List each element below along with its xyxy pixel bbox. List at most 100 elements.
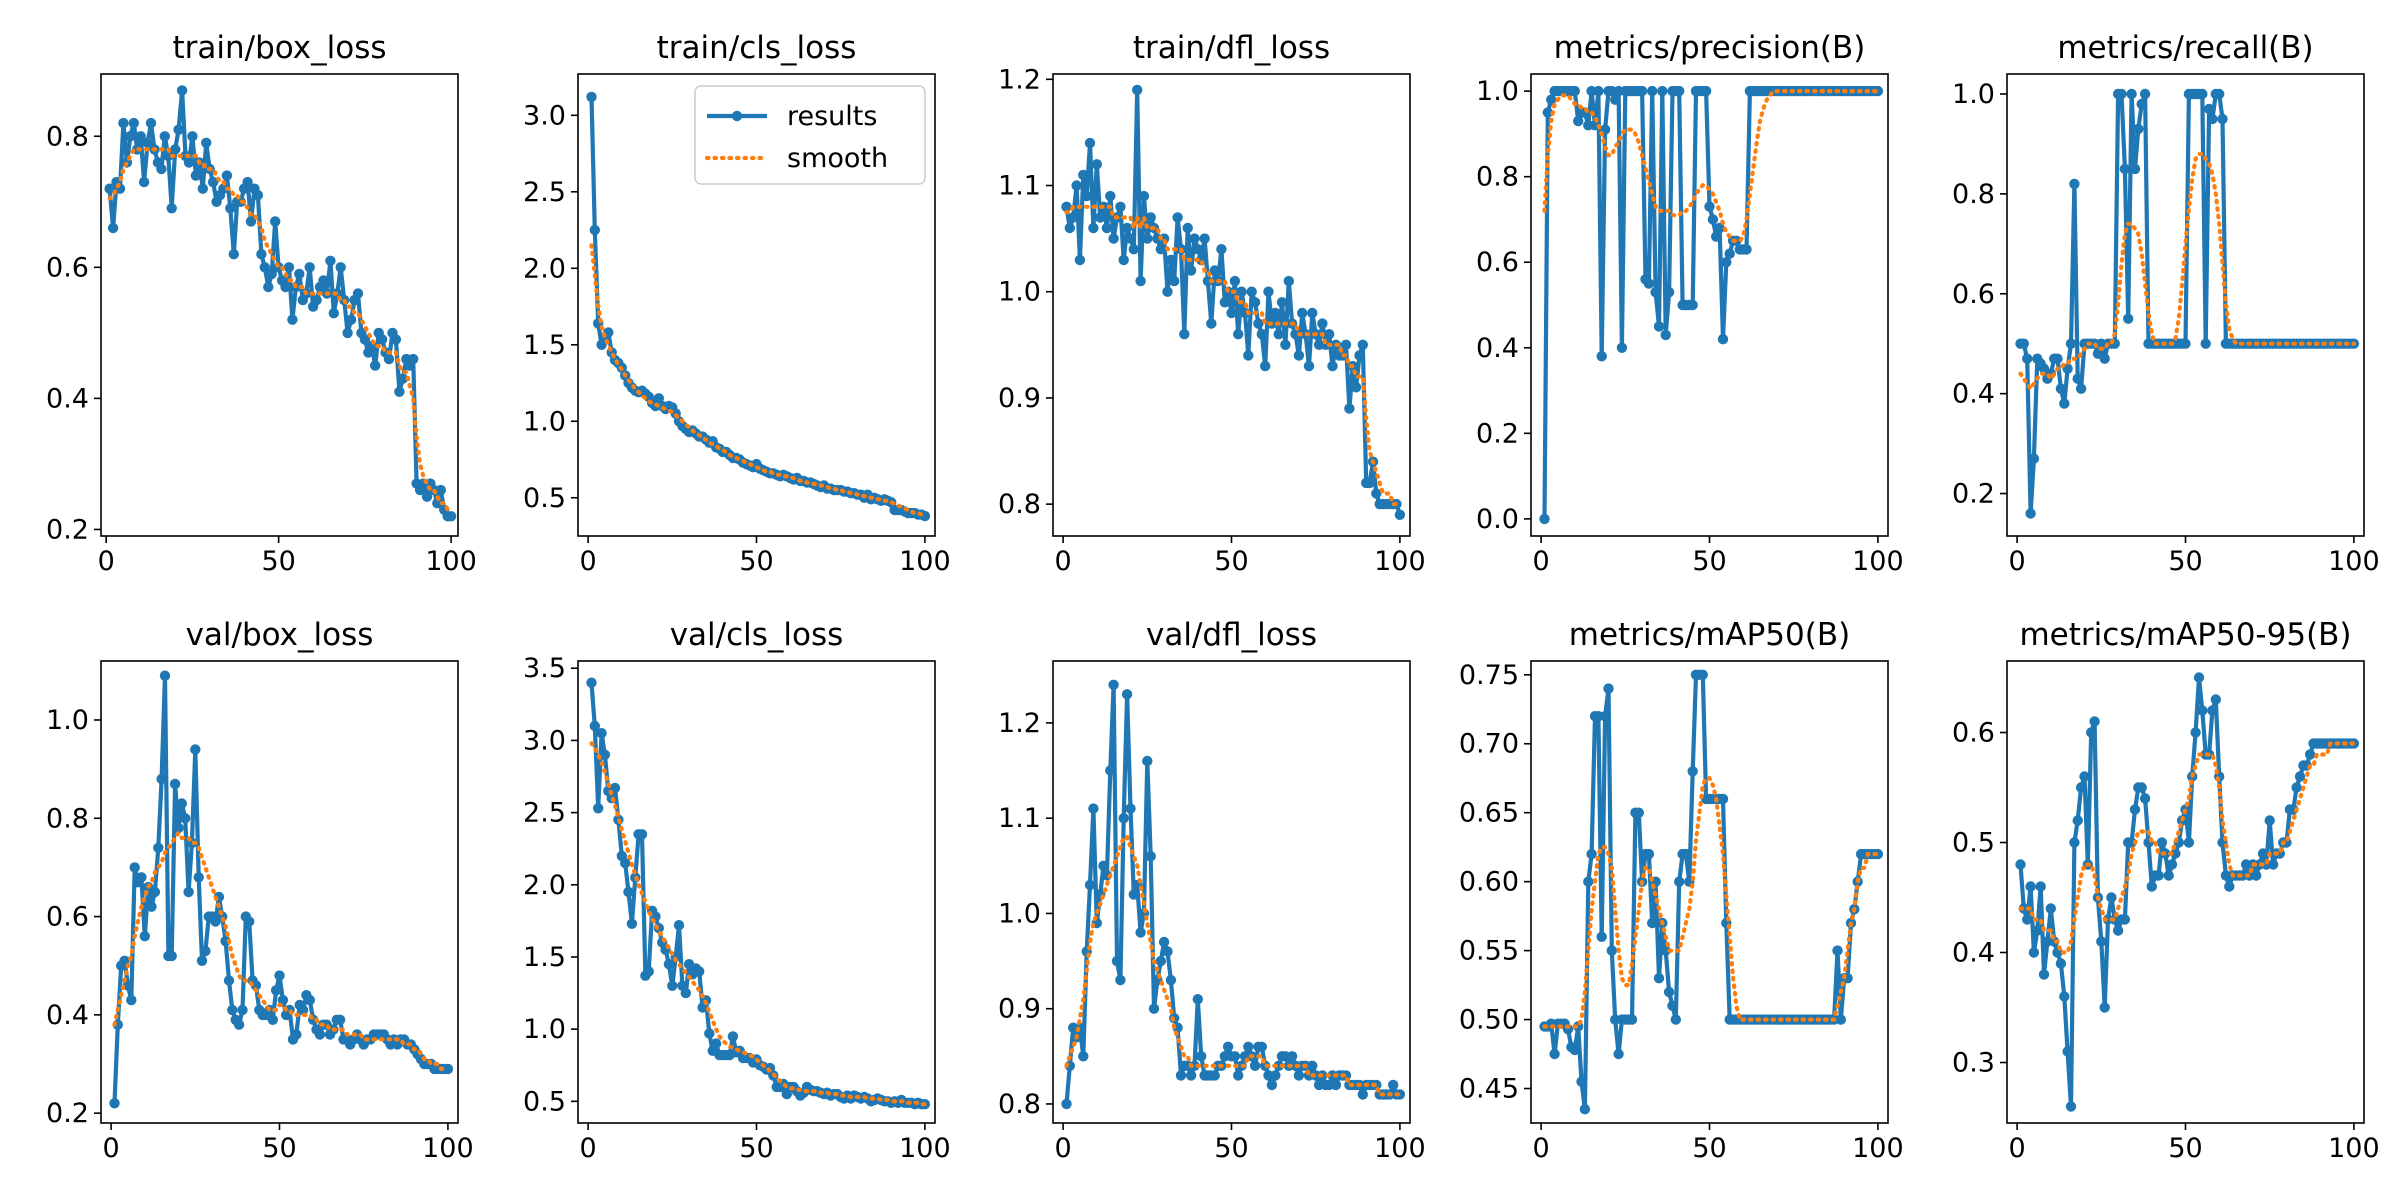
subplot-9: metrics/mAP50(B) 0 50 100 0.45 0.50 0.55 0.60 0.… (1459, 617, 1904, 1164)
results-point (620, 857, 631, 869)
results-point (2025, 508, 2036, 519)
results-point (359, 334, 371, 345)
results-point (1616, 342, 1628, 353)
results-point (2022, 914, 2033, 925)
y-tick-label: 0.60 (1459, 867, 1519, 898)
results-point (1145, 212, 1156, 223)
results-point (1233, 329, 1244, 340)
x-tick-label: 100 (2328, 546, 2380, 577)
results-point (1647, 85, 1658, 97)
results-point (673, 920, 685, 931)
results-point (270, 216, 281, 227)
results-point (163, 150, 174, 162)
results-point (2224, 881, 2235, 892)
legend-smooth-label: smooth (787, 143, 888, 174)
results-point (2126, 88, 2137, 100)
results-point (643, 966, 654, 977)
plot-area (1539, 85, 1884, 525)
results-point (1835, 1014, 1847, 1025)
results-point (1128, 244, 1140, 255)
y-tick-label: 1.0 (1952, 79, 1995, 110)
results-point (2136, 98, 2147, 110)
results-point (1872, 85, 1884, 97)
results-point (1155, 955, 1167, 967)
results-point (170, 144, 181, 155)
results-point (1118, 254, 1129, 266)
results-point (1721, 257, 1732, 268)
x-tick-label: 100 (422, 1133, 474, 1164)
results-point (1260, 360, 1271, 372)
results-point (1546, 94, 1557, 105)
results-point (1371, 488, 1382, 499)
y-tick-label: 1.0 (523, 406, 566, 437)
results-point (136, 872, 147, 883)
x-tick-label: 100 (899, 546, 951, 577)
results-point (1626, 1014, 1638, 1025)
x-tick-label: 100 (899, 1133, 951, 1164)
results-point (1142, 755, 1153, 767)
results-point (1243, 1041, 1254, 1053)
results-point (1165, 974, 1177, 986)
axes-frame (1052, 660, 1411, 1124)
results-point (1280, 339, 1291, 350)
results-point (173, 822, 184, 834)
results-point (2139, 793, 2151, 804)
results-point (118, 117, 129, 129)
results-point (445, 511, 457, 522)
results-point (1573, 115, 1584, 127)
results-point (1542, 107, 1554, 118)
results-point (2163, 870, 2174, 881)
results-point (2170, 848, 2181, 859)
results-point (1132, 84, 1143, 96)
results-point (1074, 254, 1086, 266)
results-point (2207, 705, 2218, 716)
results-point (1115, 201, 1126, 212)
results-point (1307, 1060, 1318, 1072)
results-point (1091, 159, 1103, 170)
results-point (1253, 318, 1264, 329)
results-point (2133, 123, 2144, 135)
results-point (1674, 876, 1685, 887)
y-tick-label: 0.4 (1952, 938, 1995, 969)
results-point (200, 945, 211, 957)
results-point (242, 176, 253, 188)
results-point (225, 203, 236, 214)
results-point (2112, 925, 2124, 936)
plot-area (109, 670, 454, 1109)
results-point (109, 1098, 120, 1109)
results-point (104, 183, 115, 194)
smooth-line (2018, 741, 2356, 955)
plot-area (1539, 669, 1884, 1115)
results-point (125, 131, 136, 142)
results-point (1158, 936, 1170, 948)
results-point (304, 994, 315, 1006)
results-point (1324, 329, 1335, 340)
results-point (2075, 383, 2087, 394)
results-point (1357, 339, 1369, 350)
y-tick-label: 1.1 (998, 171, 1041, 202)
results-point (589, 224, 600, 236)
y-tick-label: 1.0 (46, 705, 89, 736)
results-point (2025, 881, 2036, 892)
results-point (190, 744, 201, 755)
results-point (1118, 813, 1129, 824)
plot-area (1061, 679, 1406, 1110)
results-point (1293, 350, 1305, 361)
y-tick-label: 0.70 (1459, 729, 1519, 760)
y-tick-label: 0.45 (1459, 1074, 1519, 1105)
axes-frame (2006, 660, 2365, 1124)
results-point (1175, 1070, 1187, 1081)
results-point (421, 491, 433, 502)
results-point (227, 1004, 238, 1016)
y-tick-label: 0.4 (46, 383, 89, 414)
results-point (1108, 233, 1119, 244)
results-point (1084, 137, 1096, 149)
subplot-10: metrics/mAP50-95(B) 0 50 100 0.3 0.4 0.5 0.6 (1952, 617, 2380, 1164)
results-point (1061, 1098, 1072, 1110)
results-point (1162, 946, 1173, 957)
results-point (266, 268, 277, 280)
y-tick-label: 0.5 (523, 483, 566, 514)
results-point (183, 157, 195, 168)
y-tick-label: 3.0 (523, 100, 566, 131)
